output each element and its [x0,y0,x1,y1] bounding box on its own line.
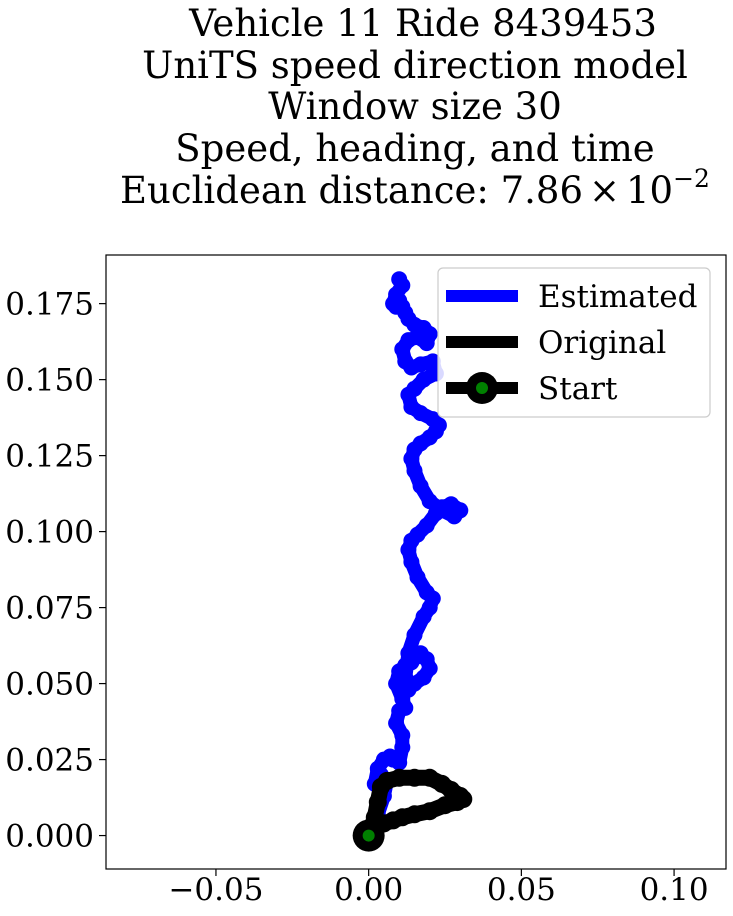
legend-label-original: Original [538,325,666,361]
x-axis: −0.05 0.00 0.05 0.10 [168,869,709,908]
data-point-estimated [397,669,414,686]
plot-data [352,271,473,852]
data-point-estimated [403,554,420,570]
data-point-estimated [397,353,414,370]
y-tick-label: 0.075 [5,591,94,627]
plot-frame [105,254,727,870]
data-point-estimated [434,502,450,519]
y-tick-label: 0.100 [5,515,94,551]
legend-swatch-start-center [476,382,488,394]
data-point-estimated [418,584,435,601]
x-tick-label: 0.10 [640,872,709,908]
data-point-estimated [400,681,417,698]
title-line-3: Window size 30 [268,85,562,128]
data-point-estimated [406,462,423,479]
data-point-estimated [412,478,429,494]
title-line-4: Speed, heading, and time [175,127,654,170]
data-point-estimated [391,754,408,771]
data-point-estimated [394,727,411,744]
y-tick-label: 0.025 [5,743,94,779]
data-point-original [405,768,424,787]
legend: Estimated Original Start [437,267,711,418]
data-point-estimated [403,399,420,415]
data-point-original [436,796,454,815]
x-tick-label: −0.05 [168,872,263,908]
title-line-1: Vehicle 11 Ride 8439453 [188,2,657,45]
data-point-estimated [406,627,423,643]
legend-label-start: Start [538,371,618,407]
data-point-estimated [424,353,441,370]
x-tick-label: 0.05 [487,872,556,908]
data-point-estimated [421,493,438,510]
title-line-5: Euclidean distance: 7.86 × 10−2 [120,164,710,212]
title-distance-base: 10 [626,169,673,212]
data-point-estimated [400,645,417,662]
title-line-2: UniTS speed direction model [142,44,688,87]
y-tick-label: 0.150 [5,363,94,399]
y-tick-label: 0.000 [5,819,94,855]
data-point-estimated [409,569,426,586]
data-point-estimated [418,517,435,534]
data-point-original [390,768,409,787]
y-axis: 0.000 0.025 0.050 0.075 0.100 0.125 0.150 0.175 [5,287,106,855]
data-point-original [368,793,387,812]
start-marker-center [362,829,375,842]
legend-frame [437,267,711,418]
title-distance-times: × [589,169,620,212]
data-point-original [420,802,439,821]
title-distance-exponent: −2 [673,164,710,193]
data-point-estimated [388,715,405,732]
y-tick-label: 0.175 [5,287,94,323]
legend-label-estimated: Estimated [538,279,697,315]
y-tick-label: 0.125 [5,439,94,475]
data-point-estimated [391,271,408,288]
data-point-estimated [394,739,411,756]
title-distance-prefix: Euclidean distance: 7.86 [120,169,583,212]
data-point-estimated [424,411,441,428]
data-point-estimated [415,371,432,388]
y-tick-label: 0.050 [5,667,94,703]
data-point-estimated [446,508,463,525]
chart-title: Vehicle 11 Ride 8439453 UniTS speed dire… [120,2,710,212]
x-tick-label: 0.00 [334,872,403,908]
